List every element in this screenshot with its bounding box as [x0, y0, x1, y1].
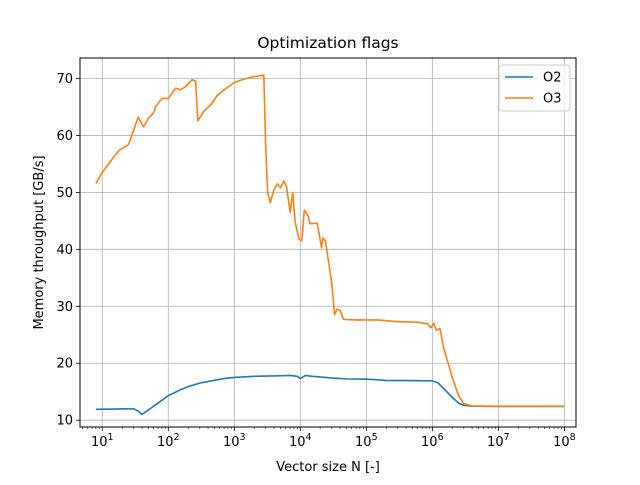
x-tick-label-exponent: 7: [504, 432, 510, 443]
x-tick-label-exponent: 6: [438, 432, 444, 443]
x-tick-label-exponent: 4: [306, 432, 312, 443]
x-tick-label-base: 10: [487, 435, 504, 450]
x-tick-label-exponent: 1: [108, 432, 114, 443]
x-tick-label: 108: [553, 432, 576, 450]
y-tick-label: 30: [56, 300, 73, 315]
y-tick-label: 60: [56, 129, 73, 144]
legend-label-o2: O2: [543, 71, 562, 86]
series-line-o2: [95, 374, 565, 416]
x-tick-label: 106: [421, 432, 444, 450]
y-tick-label: 40: [56, 243, 73, 258]
x-tick-label-exponent: 3: [240, 432, 246, 443]
x-tick-label-base: 10: [223, 435, 240, 450]
x-tick-label-base: 10: [289, 435, 306, 450]
y-axis-label: Memory throughput [GB/s]: [32, 155, 47, 329]
y-tick-label: 50: [56, 186, 73, 201]
x-tick-label-base: 10: [157, 435, 174, 450]
x-tick-label: 101: [91, 432, 114, 450]
y-tick-label: 70: [56, 72, 73, 87]
x-tick-label-exponent: 5: [372, 432, 378, 443]
y-tick-label: 10: [56, 414, 73, 429]
x-tick-label: 103: [223, 432, 246, 450]
x-tick-label-base: 10: [91, 435, 108, 450]
axes-frame: [79, 57, 577, 428]
x-tick-label-base: 10: [553, 435, 570, 450]
chart-title: Optimization flags: [257, 34, 398, 52]
x-tick-label-exponent: 2: [174, 432, 180, 443]
x-tick-label-base: 10: [421, 435, 438, 450]
x-tick-label-exponent: 8: [570, 432, 576, 443]
x-axis-label: Vector size N [-]: [276, 460, 380, 475]
legend-label-o3: O3: [543, 92, 562, 107]
series-line-o3: [95, 74, 565, 408]
x-tick-label: 105: [355, 432, 378, 450]
x-tick-label-base: 10: [355, 435, 372, 450]
x-tick-label: 107: [487, 432, 510, 450]
x-tick-label: 104: [289, 432, 312, 450]
x-tick-label: 102: [157, 432, 180, 450]
y-tick-label: 20: [56, 357, 73, 372]
grid: [80, 58, 576, 427]
plot-area: [95, 74, 565, 416]
